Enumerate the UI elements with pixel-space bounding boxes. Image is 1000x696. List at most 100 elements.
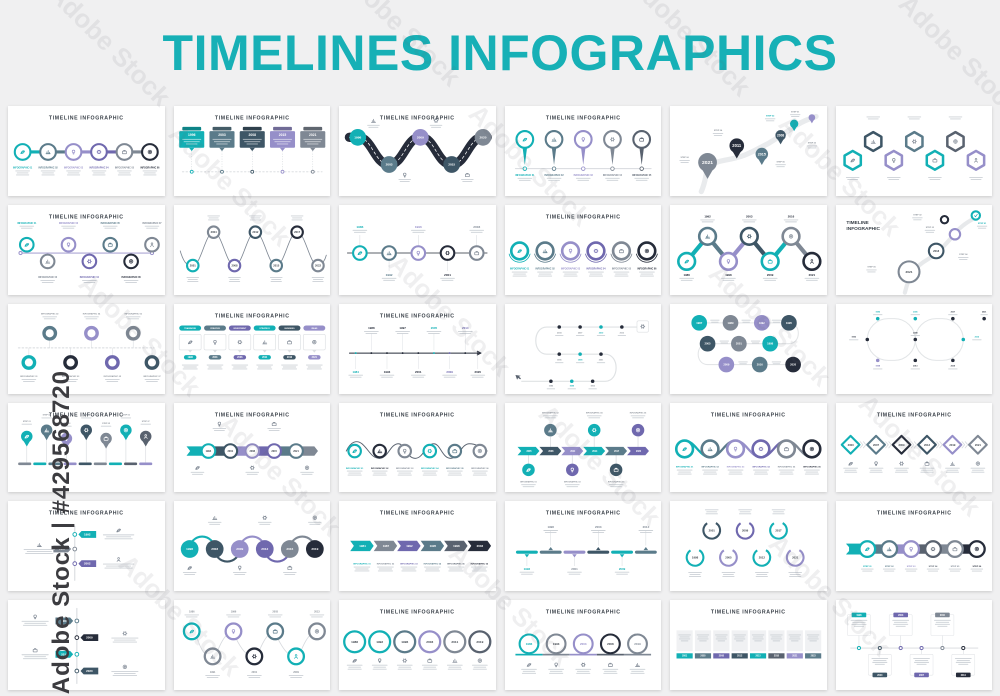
card-graphic: TIMELINE INFOGRAPHIC 1986 1993 2003 2008 2019 xyxy=(514,610,651,674)
label: TEAMWORK xyxy=(184,327,196,330)
label: 2021 xyxy=(981,311,986,313)
label: INFOGRAPHIC 07 xyxy=(143,375,161,378)
label: INFOGRAPHIC 04 xyxy=(421,466,439,469)
label: 2007 xyxy=(919,675,925,677)
timeline-template-card-18: 1986 1993 1998 2006 2008 2013 2017 2015 2019 2021 xyxy=(835,303,992,394)
timeline-template-card-27: TIMELINE INFOGRAPHIC 1984 1987 1992 1995 1998… xyxy=(339,501,496,592)
label: 2008 xyxy=(548,451,554,453)
label: 1986 xyxy=(525,642,532,646)
card-graphic: TIMELINE INFOGRAPHIC 2003 2007 2009 2013 2019… xyxy=(840,412,988,473)
label: 2008 xyxy=(248,133,256,137)
label: INFOGRAPHIC 05 xyxy=(611,268,631,271)
label: 2003 xyxy=(473,225,480,229)
label: 1996 xyxy=(187,356,193,359)
label: 1986 xyxy=(875,311,880,313)
card-graphic: TIMELINE INFOGRAPHIC INFOGRAPHIC 01 INFOGR… xyxy=(345,412,489,476)
label: STEP 02 xyxy=(43,414,52,416)
card-graphic: 1996 2003 2010 2000 2007 2014 xyxy=(846,612,978,678)
label: 2016 xyxy=(286,356,292,359)
label: TIMELINE INFOGRAPHIC xyxy=(380,511,455,517)
label: STEP 04 xyxy=(928,565,937,568)
card-graphic: TIMELINE INFOGRAPHIC 1986 1992 1996 2003 2011… xyxy=(343,610,492,670)
label: 2014 xyxy=(960,674,966,677)
label: 1992 xyxy=(523,567,530,571)
label: INFOGRAPHIC 04 xyxy=(89,167,109,170)
label: 1993 xyxy=(384,370,391,374)
label: INFOGRAPHIC 06 xyxy=(124,312,142,315)
card-graphic: 1996 2003 2009 2012 2016 2019 xyxy=(180,515,324,576)
card-graphic: INFOGRAPHIC 02 INFOGRAPHIC 04 INFOGRAPHIC … xyxy=(17,312,162,382)
label: 2008 xyxy=(777,133,784,137)
label: STEP 01 xyxy=(23,420,32,422)
label: 2009 xyxy=(293,671,299,674)
label: TIMELINE INFOGRAPHIC xyxy=(380,116,455,122)
label: 2001 xyxy=(736,341,743,345)
label: TIMELINE INFOGRAPHIC xyxy=(711,412,786,418)
label: 1996 xyxy=(401,640,408,644)
label: INFOGRAPHIC 02 xyxy=(371,466,389,469)
label: STEP 02 xyxy=(884,566,893,568)
label: 2001 xyxy=(189,263,196,267)
label: TIMELINE INFOGRAPHIC xyxy=(711,610,786,616)
label: 1996 xyxy=(186,547,193,551)
label: 2001 xyxy=(682,656,688,658)
timeline-template-card-34: TIMELINE INFOGRAPHIC 1986 1993 2003 2008 2019 xyxy=(504,600,661,690)
label: INFOGRAPHIC 03 xyxy=(560,268,580,271)
label: 2009 xyxy=(618,567,625,571)
card-graphic: 1986 1998 2009 2021 1992 2003 2016 xyxy=(677,214,822,281)
label: TIMELINE INFOGRAPHIC xyxy=(545,116,620,122)
card-graphic: 2021 2011 2015 2008 STEP 06 STEP 05 STEP 04 STE… xyxy=(679,111,819,195)
label: 2006 xyxy=(237,356,243,359)
label: STEP 01 xyxy=(791,111,800,113)
label: STEP 03 xyxy=(925,227,934,229)
label: INFOGRAPHIC 07 xyxy=(142,222,162,225)
label: INFOGRAPHIC 01 xyxy=(13,167,33,170)
card-graphic: TIMELINE INFOGRAPHIC STEP 01 STEP 02 STEP 0… xyxy=(845,511,986,572)
label: 2022 xyxy=(314,263,321,267)
label: 1995 xyxy=(557,359,562,361)
label: INFOGRAPHIC 02 xyxy=(38,167,58,170)
label: INFOGRAPHIC 04 xyxy=(80,276,100,279)
label: 2017 xyxy=(294,230,301,234)
label: 1993 xyxy=(851,336,856,338)
label: STEP 03 xyxy=(808,143,817,145)
label: 1992 xyxy=(704,214,711,218)
label: 2015 xyxy=(271,449,277,452)
timeline-template-card-33: TIMELINE INFOGRAPHIC 1986 1992 1996 2003 2011… xyxy=(339,600,496,690)
label: 1989 xyxy=(569,385,574,387)
label: INFOGRAPHIC 03 xyxy=(59,222,79,225)
label: 1992 xyxy=(759,320,766,324)
label: 1994 xyxy=(205,449,211,452)
card-graphic: TIMELINE INFOGRAPHIC 1994 2001 2008 2015 2021 xyxy=(186,412,318,475)
label: INFOGRAPHIC 05 xyxy=(115,167,135,170)
label: 1992 xyxy=(376,640,383,644)
label: STEP 06 xyxy=(680,157,689,159)
label: 2020 xyxy=(636,451,642,453)
card-graphic: TIMELINE INFOGRAPHIC 1998 2003 2014 1992 2001… xyxy=(515,511,657,575)
label: 2008 xyxy=(607,642,614,646)
card-graphic: 1986 1989 1992 1995 1998 2001 2004 2007 2010 2013 xyxy=(514,320,649,389)
label: 2001 xyxy=(571,567,578,571)
label: TIMELINE INFOGRAPHIC xyxy=(545,511,620,517)
label: 1997 xyxy=(399,326,406,330)
label: 2007 xyxy=(577,332,582,334)
label: 2007 xyxy=(873,442,880,446)
label: 2005 xyxy=(272,611,278,614)
label: 2009 xyxy=(742,529,749,533)
card-graphic: 1987 1989 1992 1995 1998 2001 2005 2009 2016 2020 xyxy=(691,314,801,373)
label: 2021 xyxy=(309,133,317,137)
label: 2009 xyxy=(417,135,424,139)
label: INFOGRAPHIC 03 xyxy=(62,375,80,378)
label: 2008 xyxy=(249,449,255,452)
label: 2009 xyxy=(236,547,243,551)
label: 2010 xyxy=(939,615,945,617)
label: INFOGRAPHIC 02 xyxy=(544,174,564,177)
label: 2001 xyxy=(598,359,603,361)
label: CREATIVE xyxy=(210,327,220,330)
page-title: TIMELINES INFOGRAPHICS xyxy=(162,25,838,81)
label: 2004 xyxy=(210,230,217,234)
label: 2016 xyxy=(286,547,293,551)
label: STEP 06 xyxy=(972,566,981,568)
label: 2019 xyxy=(476,640,483,644)
label: 1989 xyxy=(728,320,735,324)
